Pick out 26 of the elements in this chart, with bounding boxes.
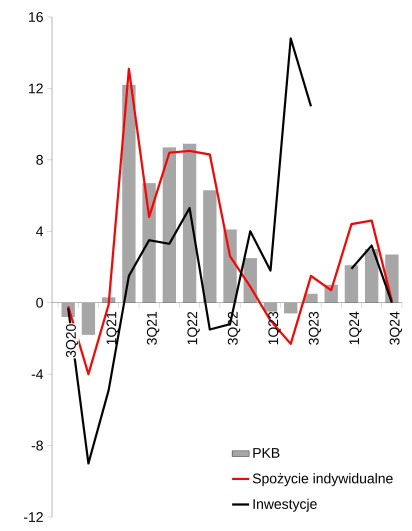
y-tick-label: 8 (36, 154, 43, 165)
bar (203, 190, 216, 303)
bar (344, 265, 358, 303)
y-tick-label: -4 (32, 369, 44, 379)
y-tick-label: -8 (32, 440, 43, 451)
x-tick-label: 1Q22 (187, 312, 200, 344)
y-tick-label: 12 (29, 84, 43, 94)
legend-label: Inwestycje (253, 498, 317, 512)
y-tick-label: -12 (24, 512, 43, 522)
y-tick-label: 16 (29, 12, 43, 22)
y-tick-label: 4 (36, 226, 44, 236)
x-tick-label: 3Q23 (308, 312, 322, 345)
bar (364, 249, 378, 303)
x-tick-label: 3Q24 (390, 312, 402, 345)
x-tick-label: 3Q20 (66, 324, 78, 358)
y-tick-label: 0 (36, 298, 43, 308)
x-tick-label: 3Q21 (146, 312, 160, 345)
x-tick-label: 1Q21 (106, 312, 119, 344)
legend-label: PKB (253, 448, 280, 458)
bar (182, 144, 196, 303)
x-tick-label: 1Q23 (268, 312, 281, 344)
x-tick-label: 1Q24 (349, 312, 362, 344)
legend-label: Spożycie indywidualne (252, 473, 393, 486)
bar (284, 302, 298, 314)
bar (82, 302, 96, 335)
bar (162, 147, 176, 303)
